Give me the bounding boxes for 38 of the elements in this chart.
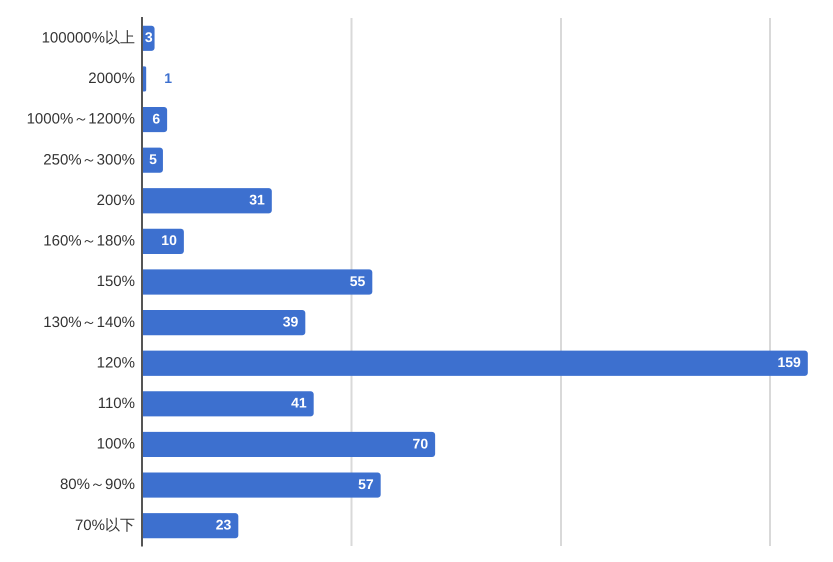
data-label: 10 bbox=[161, 232, 178, 248]
bar bbox=[143, 269, 372, 295]
data-label: 6 bbox=[152, 110, 160, 126]
y-tick-label: 100000%以上 bbox=[42, 29, 135, 46]
y-tick-label: 160%～180% bbox=[43, 232, 135, 250]
y-tick-label: 80%～90% bbox=[60, 476, 135, 494]
bar bbox=[143, 188, 272, 214]
y-tick-label: 120% bbox=[96, 354, 135, 372]
y-tick-label: 1000%～1200% bbox=[26, 110, 135, 128]
y-tick-label: 2000% bbox=[88, 70, 135, 88]
bar bbox=[143, 350, 808, 376]
data-label: 3 bbox=[144, 29, 153, 46]
data-label: 23 bbox=[216, 516, 232, 533]
bar bbox=[143, 228, 184, 254]
data-label: 57 bbox=[358, 476, 374, 492]
data-label: 39 bbox=[282, 313, 299, 330]
y-tick-label: 150% bbox=[96, 273, 135, 290]
y-tick-label: 130%～140% bbox=[43, 314, 135, 331]
bar bbox=[143, 432, 436, 458]
data-label: 70 bbox=[412, 435, 428, 452]
bar bbox=[143, 391, 314, 416]
data-label: 41 bbox=[291, 394, 307, 411]
bar bbox=[143, 106, 168, 132]
bar bbox=[143, 513, 238, 538]
data-label: 1 bbox=[164, 70, 172, 86]
bar bbox=[143, 148, 163, 173]
data-label: 5 bbox=[149, 151, 158, 168]
bar bbox=[143, 472, 381, 498]
y-tick-label: 110% bbox=[98, 394, 135, 412]
y-tick-label: 70%以下 bbox=[74, 516, 135, 534]
data-label: 55 bbox=[350, 272, 366, 289]
bar bbox=[143, 310, 306, 336]
bar bbox=[143, 66, 146, 92]
y-tick-label: 250%～300% bbox=[43, 151, 135, 168]
y-tick-label: 200% bbox=[96, 192, 135, 209]
y-tick-label: 100% bbox=[96, 436, 135, 453]
data-label: 159 bbox=[777, 354, 802, 370]
data-label: 31 bbox=[249, 192, 266, 208]
